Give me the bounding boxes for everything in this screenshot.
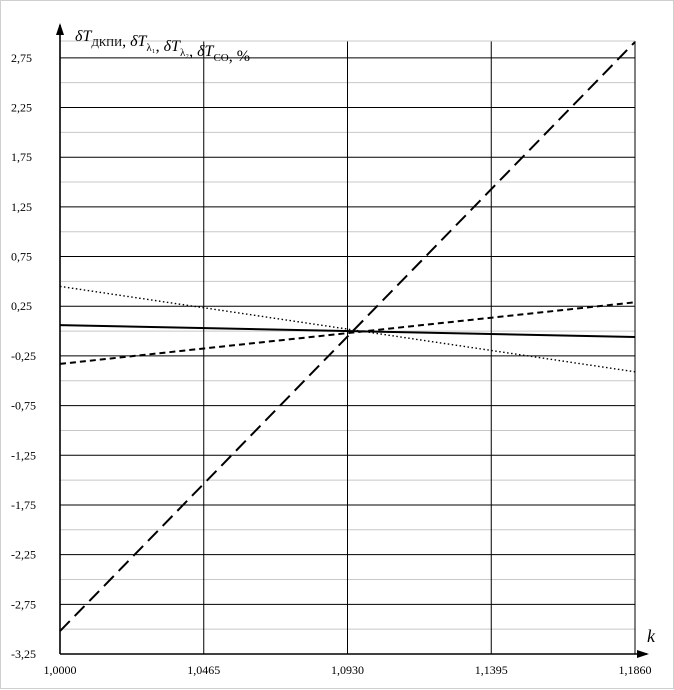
y-tick-label: 2,25: [11, 101, 32, 115]
ylabel-symbol: δT: [130, 33, 147, 50]
ylabel-separator: , %: [229, 48, 250, 65]
ylabel-separator: ,: [122, 33, 130, 50]
ylabel-subscript: ДКПИ: [91, 37, 122, 49]
series-line-long-dash: [59, 41, 636, 632]
ylabel-symbol: δT: [197, 43, 214, 60]
x-tick-label: 1,0930: [331, 663, 364, 677]
major-grid: [60, 40, 636, 655]
series-line-short-dash: [59, 301, 636, 365]
tick-labels: 2,75 2,25 1,75 1,25 0,75 0,25 -0,25 -0,75 -1,25 -…: [11, 51, 652, 677]
x-tick-label: 1,1860: [619, 663, 652, 677]
ylabel-separator: ,: [189, 43, 197, 60]
y-tick-label: -0,75: [11, 399, 36, 413]
ylabel-separator: ,: [156, 38, 164, 55]
y-tick-label: 2,75: [11, 51, 32, 65]
y-axis-label: δTДКПИ, δTλ₁, δTλ₂, δTСО, %: [75, 28, 250, 65]
y-tick-label: -2,75: [11, 597, 36, 611]
series-line-dotted: [59, 285, 636, 373]
x-tick-label: 1,0465: [187, 663, 220, 677]
y-tick-label: -0,25: [11, 349, 36, 363]
ylabel-subscript: СО: [213, 52, 228, 64]
series-layer: [59, 41, 636, 632]
ylabel-subscript: λ₁: [146, 42, 155, 54]
ylabel-symbol: δT: [75, 28, 92, 45]
y-tick-label: -1,75: [11, 498, 36, 512]
y-tick-label: 1,25: [11, 200, 32, 214]
x-tick-label: 1,0000: [44, 663, 77, 677]
y-tick-label: -1,25: [11, 448, 36, 462]
x-axis-label: k: [647, 626, 656, 646]
y-tick-label: -2,25: [11, 548, 36, 562]
ylabel-subscript: λ₂: [180, 47, 189, 59]
y-tick-label: 0,25: [11, 299, 32, 313]
y-tick-label: -3,25: [11, 647, 36, 661]
y-tick-label: 0,75: [11, 250, 32, 264]
axes: [56, 23, 649, 658]
x-axis-arrow: [637, 650, 649, 658]
y-axis-arrow: [56, 23, 64, 35]
ylabel-symbol: δT: [164, 38, 181, 55]
y-tick-label: 1,75: [11, 150, 32, 164]
series-line-solid: [59, 324, 636, 338]
x-tick-label: 1,1395: [475, 663, 508, 677]
